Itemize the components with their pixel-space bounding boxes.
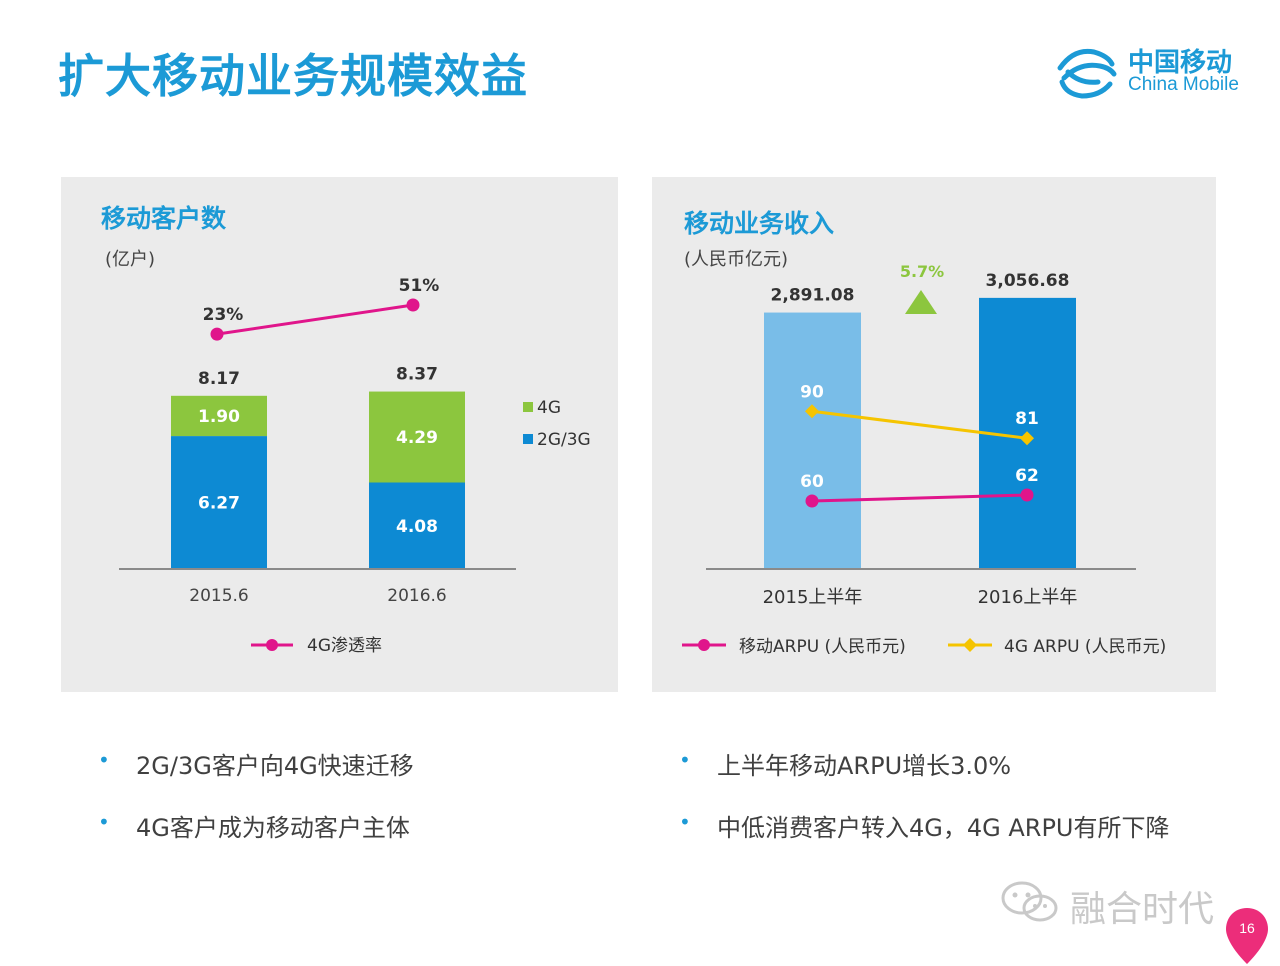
x-axis-tick-label: 2015.6 [189,586,248,606]
slide-title: 扩大移动业务规模效益 [58,49,528,103]
revenue-bar [764,312,861,569]
legend-swatch-2g3g [523,434,533,444]
bar-segment-2g3g [171,436,267,569]
chart-title: 移动业务收入 [684,209,834,238]
revenue-chart: 移动业务收入 (人民币亿元) 2,891.08 2015上半年 3,056.68 2016… [682,209,1166,657]
page-number: 16 [1239,920,1255,936]
revenue-chart-panel: 移动业务收入 (人民币亿元) 2,891.08 2015上半年 3,056.68 2016… [652,177,1216,692]
logo-name: 中国移动 [1128,48,1233,78]
penetration-point [406,298,420,312]
bullet-item: • 上半年移动ARPU增长3.0% [679,746,1012,781]
revenue-bar-label: 2,891.08 [771,286,855,306]
legend-label-arpu-4g: 4G ARPU (人民币元) [1004,637,1166,657]
arpu-point [1020,488,1034,502]
x-axis-tick-label: 2015上半年 [763,587,863,608]
arpu-label: 62 [1015,466,1039,486]
penetration-line [216,303,414,336]
arpu-line [811,493,1028,503]
legend-label-arpu: 移动ARPU (人民币元) [739,637,906,657]
bar-total-label: 8.37 [396,365,438,385]
bar-segment-4g [369,391,465,483]
bullet-dot: • [98,748,110,772]
chart-title: 移动客户数 [101,204,227,233]
page-number-badge: 16 [1224,906,1270,966]
bullet-item: • 4G客户成为移动客户主体 [98,808,410,843]
subscribers-chart-panel: 移动客户数 (亿户) 6.27 1.90 8.17 2015.6 4.08 4.29 8.37 2… [61,177,618,692]
legend-marker-arpu [698,639,710,651]
x-axis-tick-label: 2016上半年 [978,587,1078,608]
penetration-label: 23% [203,305,244,325]
growth-label: 5.7% [900,262,944,281]
chart-unit: (亿户) [105,249,155,270]
watermark-text: 融合时代 [1070,889,1215,930]
legend-marker-arpu-4g [963,638,977,652]
bullet-text: 中低消费客户转入4G，4G ARPU有所下降 [717,814,1170,842]
logo-english-name: China Mobile [1128,74,1239,95]
penetration-label: 51% [399,276,440,296]
legend-label-2g3g: 2G/3G [537,430,591,450]
legend-marker-penetration [266,639,278,651]
legend-label-penetration: 4G渗透率 [307,636,382,656]
revenue-bar-label: 3,056.68 [986,271,1070,291]
arpu-label: 60 [800,472,824,492]
bullet-text: 2G/3G客户向4G快速迁移 [136,752,414,780]
arpu-point [805,494,819,508]
china-mobile-swirl-icon [1057,48,1117,99]
chart-unit: (人民币亿元) [684,249,788,270]
map-pin-icon [1226,908,1268,964]
arpu-4g-label: 90 [800,382,824,402]
bar-label-2g3g: 6.27 [198,494,240,514]
legend-label-4g: 4G [537,398,561,418]
bar-segment-4g [171,395,267,437]
bar-total-label: 8.17 [198,369,240,389]
bullet-item: • 中低消费客户转入4G，4G ARPU有所下降 [679,808,1170,843]
subscribers-chart: 移动客户数 (亿户) 6.27 1.90 8.17 2015.6 4.08 4.29 8.37 2… [101,204,591,656]
bar-label-4g: 4.29 [396,428,438,448]
bullet-item: • 2G/3G客户向4G快速迁移 [98,746,414,781]
arpu-4g-line [811,409,1028,440]
china-mobile-logo: 中国移动 China Mobile [1054,38,1254,104]
wechat-watermark: 融合时代 [998,878,1238,930]
growth-up-triangle-icon [905,290,937,314]
bullet-text: 上半年移动ARPU增长3.0% [717,752,1012,780]
x-axis-tick-label: 2016.6 [387,586,446,606]
bar-label-4g: 1.90 [198,407,240,427]
bullet-text: 4G客户成为移动客户主体 [136,814,410,842]
bullet-dot: • [679,748,691,772]
arpu-4g-point [805,404,819,419]
bullet-dot: • [679,810,691,834]
bullet-dot: • [98,810,110,834]
arpu-4g-point [1020,431,1034,446]
arpu-4g-label: 81 [1015,409,1039,429]
wechat-icon [1001,881,1058,922]
bar-label-2g3g: 4.08 [396,517,438,537]
bar-segment-2g3g [369,482,465,569]
penetration-point [210,327,224,341]
legend-swatch-4g [523,402,533,412]
